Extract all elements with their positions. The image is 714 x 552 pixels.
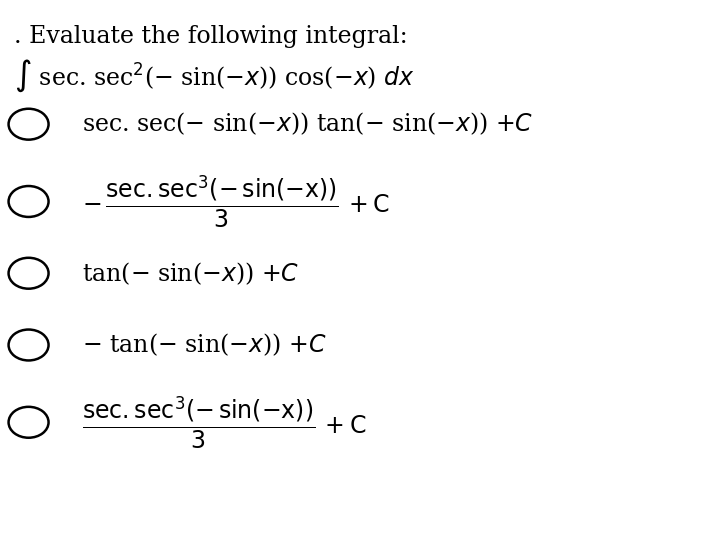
Text: tan($-$ sin($-x$)) $+ C$: tan($-$ sin($-x$)) $+ C$	[82, 260, 299, 286]
Text: sec. sec($-$ sin($-x$)) tan($-$ sin($-x$)) $+ C$: sec. sec($-$ sin($-x$)) tan($-$ sin($-x$…	[82, 111, 533, 137]
Text: . Evaluate the following integral:: . Evaluate the following integral:	[14, 25, 408, 48]
Text: $\dfrac{\rm sec.sec^3(-\,sin(-x))}{3}\,+ C$: $\dfrac{\rm sec.sec^3(-\,sin(-x))}{3}\,+…	[82, 394, 366, 450]
Text: $\int$ sec. sec$^2$($-$ sin($-x$)) cos($-x$) $dx$: $\int$ sec. sec$^2$($-$ sin($-x$)) cos($…	[14, 58, 415, 94]
Text: $-\,\dfrac{\rm sec.sec^3(-\,sin(-x))}{3}\,+ C$: $-\,\dfrac{\rm sec.sec^3(-\,sin(-x))}{3}…	[82, 173, 390, 230]
Text: $-$ tan($-$ sin($-x$)) $+ C$: $-$ tan($-$ sin($-x$)) $+ C$	[82, 332, 327, 358]
